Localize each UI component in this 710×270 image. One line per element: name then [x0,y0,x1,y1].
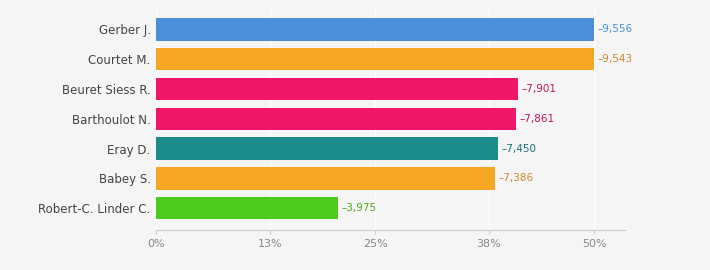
Bar [156,78,518,100]
Bar [156,18,594,40]
Text: –7,386: –7,386 [498,173,533,183]
Text: –9,556: –9,556 [598,24,633,34]
Text: –3,975: –3,975 [342,203,377,213]
Text: –7,450: –7,450 [501,144,536,154]
Text: –7,861: –7,861 [520,114,555,124]
Bar [156,167,495,190]
Text: –9,543: –9,543 [597,54,632,64]
Bar [156,197,339,220]
Bar [156,108,516,130]
Bar [156,48,594,70]
Bar [156,137,498,160]
Text: –7,901: –7,901 [522,84,557,94]
